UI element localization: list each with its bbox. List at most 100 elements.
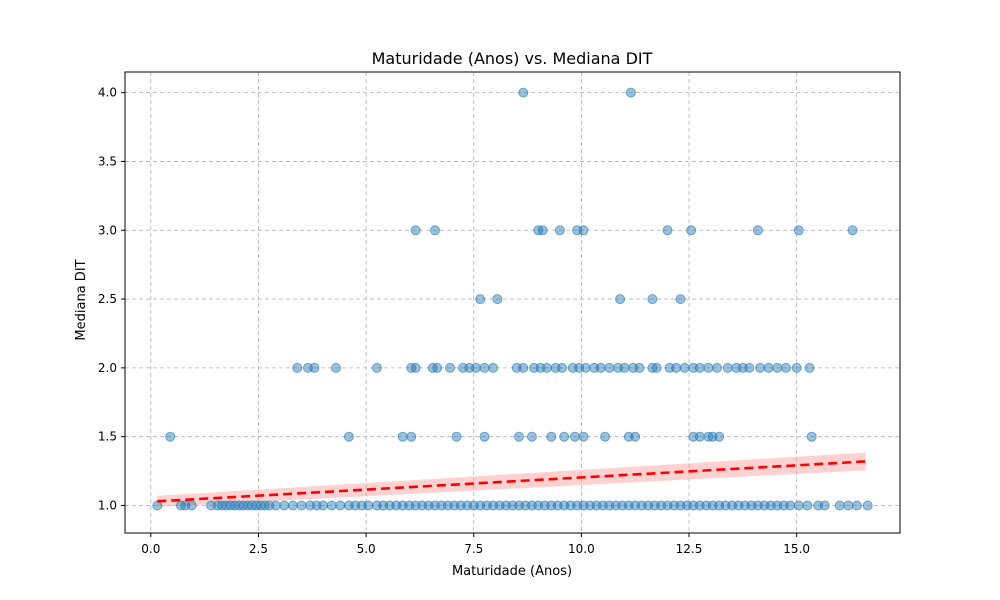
scatter-point [279,500,290,511]
scatter-point [785,500,796,511]
scatter-point [569,431,580,442]
x-tick-label: 15.0 [783,542,810,556]
scatter-point [686,225,697,236]
scatter-point [554,225,565,236]
x-tick-label: 0.0 [141,542,160,556]
scatter-point [270,500,281,511]
scatter-point [578,431,589,442]
y-tick-label: 3.0 [98,223,117,237]
y-tick-label: 4.0 [98,86,117,100]
scatter-point [600,431,611,442]
scatter-point [309,362,320,373]
x-tick-label: 10.0 [568,542,595,556]
scatter-point [430,225,440,236]
chart-title: Maturidade (Anos) vs. Mediana DIT [372,49,653,68]
scatter-point [862,500,873,511]
scatter-point [679,362,690,373]
scatter-point [694,362,705,373]
scatter-point [492,294,503,305]
scatter-point [296,500,307,511]
scatter-point [793,500,804,511]
scatter-point [559,431,570,442]
scatter-point [802,500,813,511]
scatter-point [791,362,802,373]
scatter-point [326,500,337,511]
scatter-point [186,500,197,511]
scatter-point [488,362,499,373]
scatter-point [722,362,733,373]
scatter-point [292,362,303,373]
scatter-point [780,362,791,373]
scatter-point [634,362,645,373]
scatter-point [410,362,421,373]
scatter-point [851,500,862,511]
scatter-point [675,294,686,305]
scatter-point [541,362,552,373]
y-tick-label: 2.0 [98,361,117,375]
scatter-point [518,87,529,98]
y-axis-ticks: 1.0 1.5 2.0 2.5 3.0 3.5 4.0 [98,86,125,512]
scatter-point [843,500,854,511]
x-tick-label: 5.0 [357,542,376,556]
scatter-point [712,362,722,373]
scatter-point [470,362,481,373]
scatter-point [406,431,417,442]
points-layer [152,87,873,511]
x-axis-label: Maturidade (Anos) [452,564,572,579]
scatter-point [651,362,662,373]
scatter-point [578,225,589,236]
confidence-band [157,452,866,507]
x-tick-label: 2.5 [249,542,268,556]
scatter-point [410,225,421,236]
scatter-point [752,225,763,236]
y-axis-label: Mediana DIT [74,259,89,340]
scatter-point [318,500,329,511]
scatter-point [625,87,636,98]
scatter-point [604,362,615,373]
scatter-point [580,362,591,373]
scatter-point [703,362,714,373]
scatter-point [793,225,804,236]
scatter-point [630,431,641,442]
scatter-point [363,500,374,511]
scatter-point [518,362,529,373]
scatter-point [165,431,176,442]
scatter-point [479,362,490,373]
scatter-point [537,225,548,236]
scatter-point [615,294,626,305]
scatter-point [763,362,774,373]
scatter-point [847,225,858,236]
scatter-point [595,362,606,373]
scatter-point [834,500,845,511]
trend-line-layer [157,460,866,503]
scatter-point [804,362,815,373]
scatter-point [619,362,630,373]
scatter-point [694,431,705,442]
scatter-point [546,431,557,442]
scatter-point [397,431,408,442]
y-tick-label: 1.5 [98,430,117,444]
scatter-point [475,294,486,305]
scatter-point [445,362,456,373]
scatter-point [371,362,382,373]
scatter-point [526,431,537,442]
x-tick-label: 12.5 [676,542,703,556]
scatter-point [714,431,725,442]
scatter-point [479,431,490,442]
y-tick-label: 1.0 [98,498,117,512]
scatter-point [514,431,524,442]
trend-line [157,460,866,503]
scatter-point [335,500,346,511]
scatter-point [647,294,658,305]
scatter-point [451,431,462,442]
x-tick-label: 7.5 [464,542,483,556]
scatter-point [671,362,682,373]
plot-frame [124,71,901,534]
scatter-point [806,431,817,442]
scatter-point [662,225,673,236]
scatter-point [331,362,341,373]
y-tick-label: 3.5 [98,154,117,168]
x-axis-ticks: 0.0 2.5 5.0 7.5 10.0 12.5 15.0 [141,533,810,556]
